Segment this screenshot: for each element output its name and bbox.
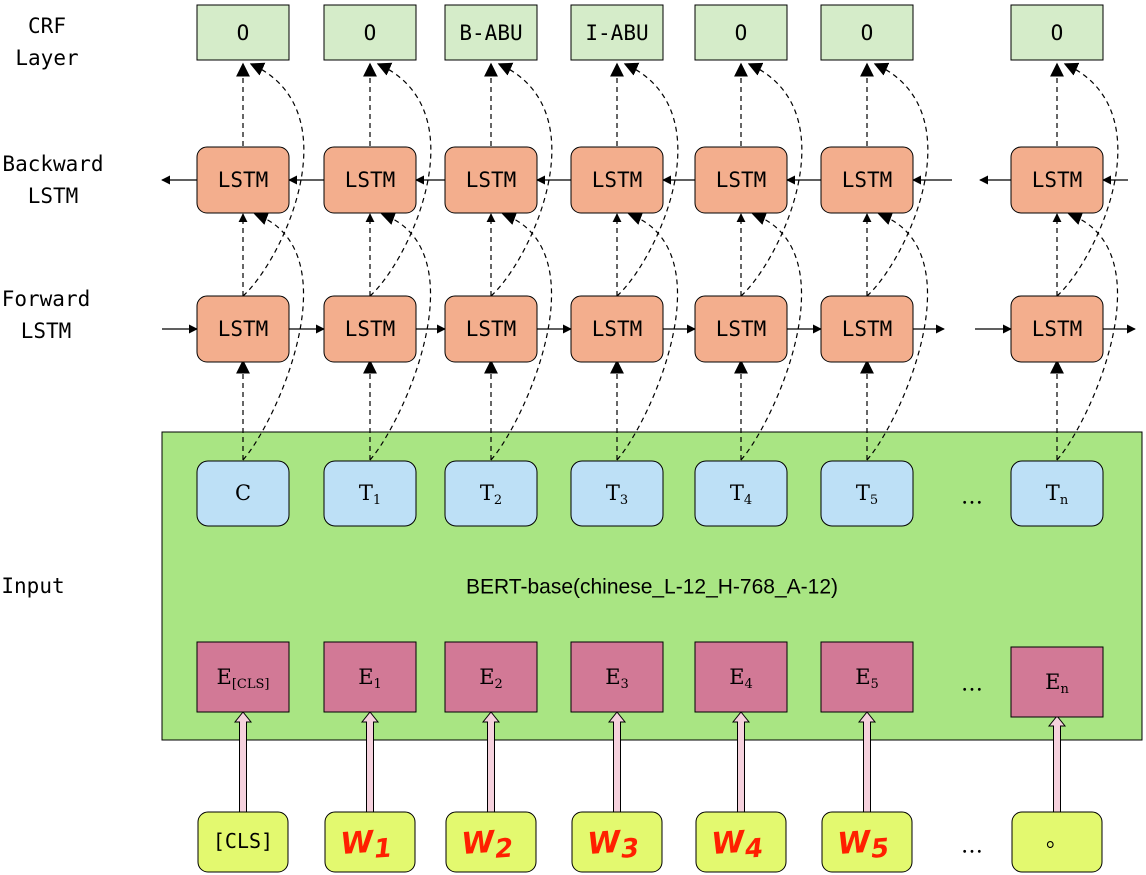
backward-lstm-label-3: LSTM — [592, 168, 643, 192]
forward-lstm-label-3: LSTM — [592, 317, 643, 341]
crf-tag-label-6: O — [1051, 21, 1064, 45]
bert-output-label-1-subscript: 1 — [373, 493, 381, 508]
embedding-label-3-subscript: 3 — [621, 677, 629, 692]
token-label-2-digit: 2 — [494, 834, 514, 865]
crf-tag-label-4: O — [735, 21, 748, 45]
embedding-label-4-base: E — [729, 665, 744, 689]
ellipsis-embeddings: … — [961, 672, 983, 697]
bert-output-label-1-base: T — [359, 481, 373, 505]
token-label-5-w: W — [836, 824, 873, 861]
token-label-1-w: W — [339, 824, 376, 861]
backward-lstm-label-2: LSTM — [466, 168, 517, 192]
forward-lstm-label-5: LSTM — [842, 317, 893, 341]
embedding-label-4-subscript: 4 — [745, 677, 753, 692]
token-label-1-digit: 1 — [373, 834, 393, 865]
forward-lstm-label-0: LSTM — [218, 317, 269, 341]
bert-output-label-5-base: T — [856, 481, 870, 505]
forward-lstm-label-1: LSTM — [345, 317, 396, 341]
embedding-label-6-subscript: n — [1060, 682, 1069, 697]
bert-output-label-2-base: T — [480, 481, 494, 505]
backward-lstm-label-5: LSTM — [842, 168, 893, 192]
backward-lstm-label-1: LSTM — [345, 168, 396, 192]
token-label-6: 。 — [1046, 828, 1068, 853]
bert-output-label-2-subscript: 2 — [494, 493, 502, 508]
bert-output-label-0: C — [235, 481, 251, 505]
token-label-0: [CLS] — [213, 829, 273, 853]
token-label-5-digit: 5 — [870, 834, 890, 865]
ellipsis-tokens: … — [961, 834, 983, 859]
embedding-label-2-base: E — [479, 665, 494, 689]
backward-lstm-label-0: LSTM — [218, 168, 269, 192]
crf-tag-label-0: O — [237, 21, 250, 45]
crf-tag-label-2: B-ABU — [459, 21, 522, 45]
bert-output-label-3-subscript: 3 — [620, 493, 628, 508]
embedding-label-0-subscript: [CLS] — [232, 677, 270, 692]
token-label-3-digit: 3 — [620, 834, 640, 865]
embedding-label-1-base: E — [358, 665, 373, 689]
bert-title: BERT-base(chinese_L-12_H-768_A-12) — [466, 576, 838, 599]
forward-lstm-label-6: LSTM — [1032, 317, 1083, 341]
embedding-label-5-subscript: 5 — [871, 677, 879, 692]
embedding-label-3-base: E — [605, 665, 620, 689]
bert-output-label-5-subscript: 5 — [870, 493, 878, 508]
token-label-4-digit: 4 — [743, 834, 764, 865]
forward-lstm-label-2: LSTM — [466, 317, 517, 341]
crf-tag-label-5: O — [861, 21, 874, 45]
bert-output-label-4-base: T — [730, 481, 744, 505]
embedding-label-5-base: E — [855, 665, 870, 689]
bert-output-label-4-subscript: 4 — [744, 493, 752, 508]
token-label-3-w: W — [586, 824, 623, 861]
ellipsis-outputs: … — [961, 485, 983, 510]
bert-output-label-6-base: T — [1046, 481, 1060, 505]
bert-output-label-6-subscript: n — [1060, 493, 1069, 508]
embedding-label-2-subscript: 2 — [495, 677, 503, 692]
backward-lstm-label-4: LSTM — [716, 168, 767, 192]
bert-output-label-0-base: C — [235, 481, 251, 505]
forward-lstm-label-4: LSTM — [716, 317, 767, 341]
embedding-label-1-subscript: 1 — [374, 677, 382, 692]
token-label-2-w: W — [460, 824, 497, 861]
token-label-4-w: W — [710, 824, 747, 861]
crf-tag-label-1: O — [364, 21, 377, 45]
bert-output-label-3-base: T — [606, 481, 620, 505]
embedding-label-0-base: E — [217, 665, 232, 689]
backward-lstm-label-6: LSTM — [1032, 168, 1083, 192]
crf-tag-label-3: I-ABU — [585, 21, 648, 45]
embedding-label-6-base: E — [1045, 670, 1060, 694]
